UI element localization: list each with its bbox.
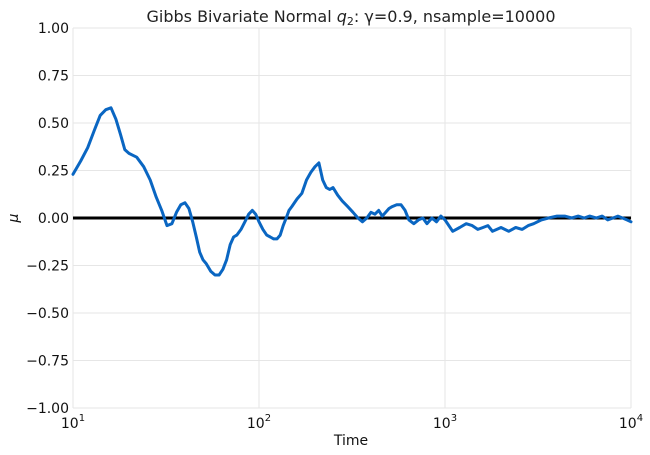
y-tick-label: −0.25 xyxy=(26,259,69,275)
x-tick-exponent: 2 xyxy=(265,413,271,424)
y-tick-label: 0.75 xyxy=(38,69,69,85)
x-tick-exponent: 3 xyxy=(451,413,457,424)
x-tick-exponent: 1 xyxy=(79,413,85,424)
y-tick-label: 1.00 xyxy=(38,21,69,37)
x-tick-base: 10 xyxy=(247,416,265,432)
chart-title-math-sub: 2 xyxy=(347,15,354,28)
x-axis-ticks: 101 102 103 104 xyxy=(61,413,643,432)
x-tick-base: 10 xyxy=(433,416,451,432)
x-tick-label: 101 xyxy=(61,413,85,432)
x-tick-base: 10 xyxy=(619,416,637,432)
x-axis-label: Time xyxy=(333,433,368,449)
chart-title: Gibbs Bivariate Normal q2: γ=0.9, nsampl… xyxy=(146,7,555,28)
series-line xyxy=(71,106,633,277)
y-tick-label: 0.25 xyxy=(38,164,69,180)
chart-title-text: Gibbs Bivariate Normal xyxy=(146,7,336,26)
chart-title-math: q xyxy=(337,7,347,26)
chart-title-rest: : γ=0.9, nsample=10000 xyxy=(354,7,556,26)
y-tick-label: 0.00 xyxy=(38,211,69,227)
y-axis-label: μ xyxy=(6,213,22,223)
y-axis-ticks: 1.00 0.75 0.50 0.25 0.00 −0.25 −0.50 −0.75 −1.00 xyxy=(26,21,69,417)
x-tick-exponent: 4 xyxy=(637,413,643,424)
y-tick-label: 0.50 xyxy=(38,116,69,132)
x-tick-label: 103 xyxy=(433,413,457,432)
x-tick-base: 10 xyxy=(61,416,79,432)
y-tick-label: −0.75 xyxy=(26,354,69,370)
x-tick-label: 104 xyxy=(619,413,643,432)
y-tick-label: −1.00 xyxy=(26,401,69,417)
y-tick-label: −0.50 xyxy=(26,306,69,322)
x-tick-label: 102 xyxy=(247,413,271,432)
